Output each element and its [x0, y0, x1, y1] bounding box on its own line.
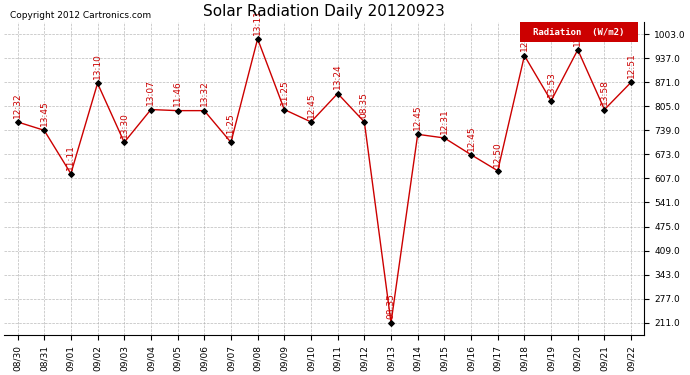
Text: 08:35: 08:35	[386, 292, 395, 318]
Point	[439, 135, 450, 141]
Text: Radiation  (W/m2): Radiation (W/m2)	[533, 27, 624, 36]
Point	[39, 128, 50, 134]
Text: 12:31: 12:31	[440, 108, 449, 134]
Text: 12:45: 12:45	[413, 105, 422, 130]
Text: 11:25: 11:25	[280, 80, 289, 105]
Text: 11:25: 11:25	[226, 112, 235, 138]
Text: 13:53: 13:53	[546, 71, 555, 97]
Point	[626, 79, 637, 85]
Text: 12:45: 12:45	[466, 125, 475, 151]
Point	[306, 119, 317, 125]
Text: 12:32: 12:32	[13, 92, 22, 118]
Point	[12, 119, 23, 125]
Point	[386, 320, 397, 326]
Point	[412, 131, 423, 137]
Text: 12:50: 12:50	[493, 141, 502, 166]
Point	[519, 53, 530, 58]
Text: 11:11: 11:11	[66, 144, 75, 170]
Text: 13:11: 13:11	[253, 9, 262, 34]
Text: 12:10: 12:10	[573, 20, 582, 46]
Point	[119, 140, 130, 146]
Text: 13:07: 13:07	[146, 80, 155, 105]
Point	[546, 98, 557, 104]
Text: 13:45: 13:45	[40, 100, 49, 126]
Text: 12:45: 12:45	[306, 92, 315, 118]
Point	[172, 108, 183, 114]
Text: Copyright 2012 Cartronics.com: Copyright 2012 Cartronics.com	[10, 11, 152, 20]
Text: 12:54: 12:54	[520, 26, 529, 51]
Point	[66, 171, 77, 177]
Text: 13:32: 13:32	[200, 81, 209, 106]
Point	[252, 36, 263, 42]
Point	[226, 140, 237, 146]
Text: 12:51: 12:51	[627, 52, 635, 78]
Text: 13:58: 13:58	[600, 80, 609, 105]
Point	[332, 90, 343, 96]
Text: 13:24: 13:24	[333, 64, 342, 89]
Text: 13:10: 13:10	[93, 53, 102, 79]
Text: 13:30: 13:30	[120, 112, 129, 138]
Point	[572, 47, 583, 53]
Point	[492, 168, 503, 174]
Point	[466, 152, 477, 158]
Text: 11:46: 11:46	[173, 81, 182, 106]
Text: 08:35: 08:35	[360, 92, 369, 118]
Point	[359, 119, 370, 125]
Point	[279, 106, 290, 112]
Title: Solar Radiation Daily 20120923: Solar Radiation Daily 20120923	[204, 4, 445, 19]
Point	[199, 108, 210, 114]
Point	[146, 106, 157, 112]
Point	[599, 106, 610, 112]
Point	[92, 80, 103, 86]
